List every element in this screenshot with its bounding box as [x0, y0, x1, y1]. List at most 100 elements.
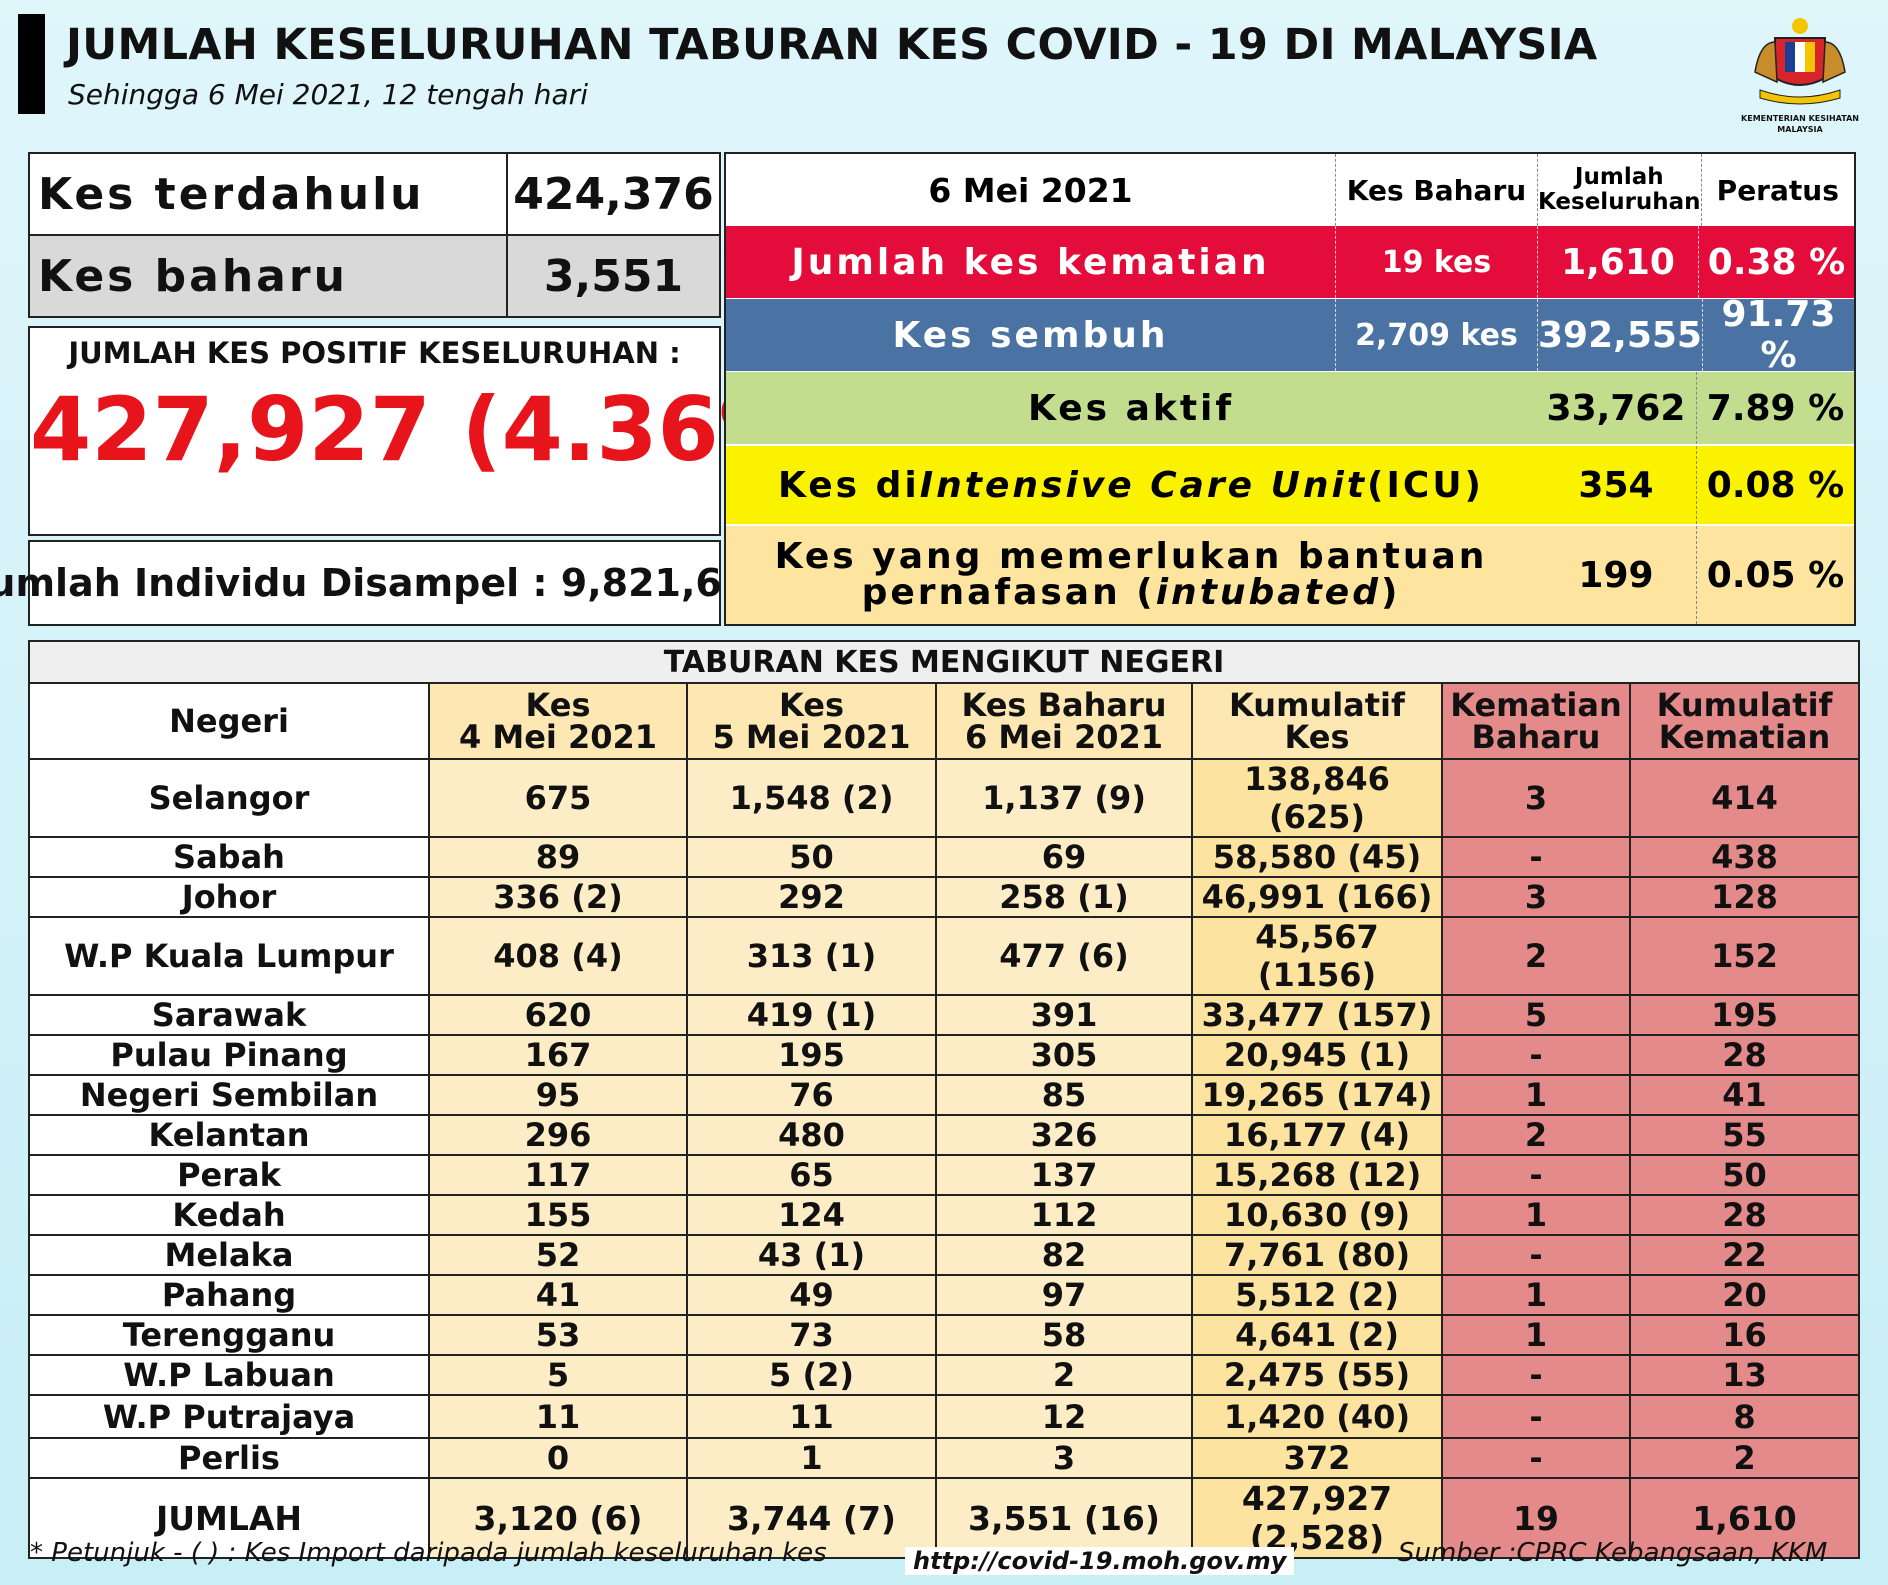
cumulative-cases-cell: 138,846 (625) [1191, 758, 1443, 838]
column-header-cumulative-cases: Kumulatif Kes [1191, 682, 1443, 760]
new-cases-6-may-cell: 58 [935, 1314, 1193, 1356]
state-name-cell: JUMLAH [28, 1477, 430, 1559]
state-name-cell: Perlis [28, 1437, 430, 1479]
column-header-cases-5-may: Kes 5 Mei 2021 [686, 682, 937, 760]
new-cases-6-may-cell: 85 [935, 1074, 1193, 1116]
active-row: Kes aktif 33,762 7.89 % [726, 372, 1854, 444]
page-title: JUMLAH KESELURUHAN TABURAN KES COVID - 1… [66, 20, 1598, 70]
column-header-state-name: Negeri [28, 682, 430, 760]
icu-total: 354 [1536, 446, 1697, 524]
intubated-total: 199 [1536, 526, 1697, 624]
state-name-cell: Pahang [28, 1274, 430, 1316]
state-row: Perak 117 65 137 15,268 (12) -50 [28, 1154, 1861, 1196]
new-cases-6-may-cell: 477 (6) [935, 916, 1193, 996]
cumulative-deaths-cell: 28 [1628, 1034, 1861, 1076]
intubated-label-line1: Kes yang memerlukan bantuan [774, 536, 1488, 577]
column-header-cumulative-deaths: Kumulatif Kematian [1628, 682, 1861, 760]
cumulative-cases-cell: 45,567 (1156) [1191, 916, 1443, 996]
cases-4-may-cell: 408 (4) [428, 916, 688, 996]
cumulative-deaths-cell: 50 [1628, 1154, 1861, 1196]
new-cases-6-may-cell: 1,137 (9) [935, 758, 1193, 838]
state-row: Kelantan 296 480 326 16,177 (4) 2 55 [28, 1114, 1861, 1156]
state-name-cell: W.P Kuala Lumpur [28, 916, 430, 996]
state-name-cell: Melaka [28, 1234, 430, 1276]
status-pct-header: Peratus [1716, 173, 1839, 207]
cumulative-cases-cell: 19,265 (174) [1191, 1074, 1443, 1116]
total-row: JUMLAH 3,120 (6) 3,744 (7) 3,551 (16) 427,92… [28, 1477, 1861, 1559]
intubated-label-post: ) [1380, 572, 1401, 613]
cases-4-may-cell: 336 (2) [428, 876, 688, 918]
cumulative-cases-cell: 58,580 (45) [1191, 836, 1443, 878]
intubated-label: Kes yang memerlukan bantuan pernafasan (… [726, 526, 1536, 624]
state-row: Pahang 41 49 97 5,512 (2) 1 20 [28, 1274, 1861, 1316]
cases-4-may-cell: 41 [428, 1274, 688, 1316]
cases-4-may-cell: 3,120 (6) [428, 1477, 688, 1559]
new-deaths-cell: - [1441, 1354, 1631, 1396]
state-row: Sarawak 620 419 (1) 391 33,477 (157) 5 195 [28, 994, 1861, 1036]
icu-label-post: (ICU) [1367, 464, 1484, 506]
icu-row: Kes di Intensive Care Unit (ICU) 354 0.0… [726, 446, 1854, 524]
column-header-cases-4-may: Kes 4 Mei 2021 [428, 682, 688, 760]
cases-5-may-cell: 65 [686, 1154, 937, 1196]
cases-5-may-cell: 1 [686, 1437, 937, 1479]
new-deaths-cell: 3 [1441, 758, 1631, 838]
new-deaths-cell: - [1441, 836, 1631, 878]
intubated-label-pre: pernafasan ( [861, 572, 1156, 613]
cases-5-may-cell: 50 [686, 836, 937, 878]
state-name-cell: Pulau Pinang [28, 1034, 430, 1076]
new-deaths-cell: 1 [1441, 1074, 1631, 1116]
cumulative-deaths-cell: 41 [1628, 1074, 1861, 1116]
new-cases-6-may-cell: 82 [935, 1234, 1193, 1276]
cumulative-cases-cell: 5,512 (2) [1191, 1274, 1443, 1316]
cases-4-may-cell: 53 [428, 1314, 688, 1356]
state-row: Melaka 52 43 (1) 82 7,761 (80) -22 [28, 1234, 1861, 1276]
new-deaths-cell: 19 [1441, 1477, 1631, 1559]
recovered-row: Kes sembuh 2,709 kes 392,555 91.73 % [726, 294, 1854, 376]
status-total-header: Jumlah Keseluruhan [1538, 154, 1702, 226]
new-cases-value: 3,551 [543, 250, 684, 302]
state-row: Kedah 155 124 112 10,630 (9) 1 28 [28, 1194, 1861, 1236]
state-name-cell: W.P Labuan [28, 1354, 430, 1396]
icu-label-italic: Intensive Care Unit [919, 464, 1368, 506]
cases-4-may-cell: 0 [428, 1437, 688, 1479]
status-new-header: Kes Baharu [1336, 154, 1538, 226]
icu-pct: 0.08 % [1706, 464, 1845, 506]
total-positive-label: JUMLAH KES POSITIF KESELURUHAN : [68, 336, 681, 370]
footer-url[interactable]: http://covid-19.moh.gov.my [905, 1547, 1295, 1575]
total-positive-value: 427,927 (4.36%) [30, 378, 848, 481]
state-name-cell: Kedah [28, 1194, 430, 1236]
footer-source: Sumber :CPRC Kebangsaan, KKM [1398, 1538, 1828, 1568]
new-cases-6-may-cell: 97 [935, 1274, 1193, 1316]
new-deaths-cell: 1 [1441, 1274, 1631, 1316]
new-cases-6-may-cell: 12 [935, 1394, 1193, 1439]
new-cases-6-may-cell: 3 [935, 1437, 1193, 1479]
state-row: Sabah 89 50 69 58,580 (45) -438 [28, 836, 1861, 878]
states-table-caption: TABURAN KES MENGIKUT NEGERI [27, 640, 1861, 684]
intubated-label-line2: pernafasan (intubated) [862, 575, 1401, 611]
state-name-cell: Kelantan [28, 1114, 430, 1156]
deaths-total: 1,610 [1538, 226, 1699, 298]
state-name-cell: Perak [28, 1154, 430, 1196]
cumulative-cases-cell: 2,475 (55) [1191, 1354, 1443, 1396]
cumulative-deaths-cell: 1,610 [1628, 1477, 1861, 1559]
recovered-total: 392,555 [1538, 299, 1703, 371]
new-deaths-cell: 3 [1441, 876, 1631, 918]
cases-5-may-cell: 11 [686, 1394, 937, 1439]
state-row: W.P Labuan 5 5 (2) 2 2,475 (55) -13 [28, 1354, 1861, 1396]
state-row: Perlis 0 1 3 372-2 [28, 1437, 1861, 1479]
cases-5-may-cell: 49 [686, 1274, 937, 1316]
cases-5-may-cell: 43 (1) [686, 1234, 937, 1276]
intubated-row: Kes yang memerlukan bantuan pernafasan (… [726, 526, 1854, 624]
status-header-row: 6 Mei 2021 Kes Baharu Jumlah Keseluruhan… [726, 154, 1854, 226]
new-cases-6-may-cell: 326 [935, 1114, 1193, 1156]
cumulative-deaths-cell: 22 [1628, 1234, 1861, 1276]
new-cases-6-may-cell: 69 [935, 836, 1193, 878]
previous-cases-value: 424,376 [513, 168, 714, 220]
icu-label-pre: Kes di [778, 464, 920, 506]
cases-5-may-cell: 73 [686, 1314, 937, 1356]
cumulative-deaths-cell: 152 [1628, 916, 1861, 996]
cases-5-may-cell: 124 [686, 1194, 937, 1236]
previous-cases-row: Kes terdahulu 424,376 [28, 152, 721, 236]
cumulative-cases-cell: 16,177 (4) [1191, 1114, 1443, 1156]
state-name-cell: Negeri Sembilan [28, 1074, 430, 1116]
